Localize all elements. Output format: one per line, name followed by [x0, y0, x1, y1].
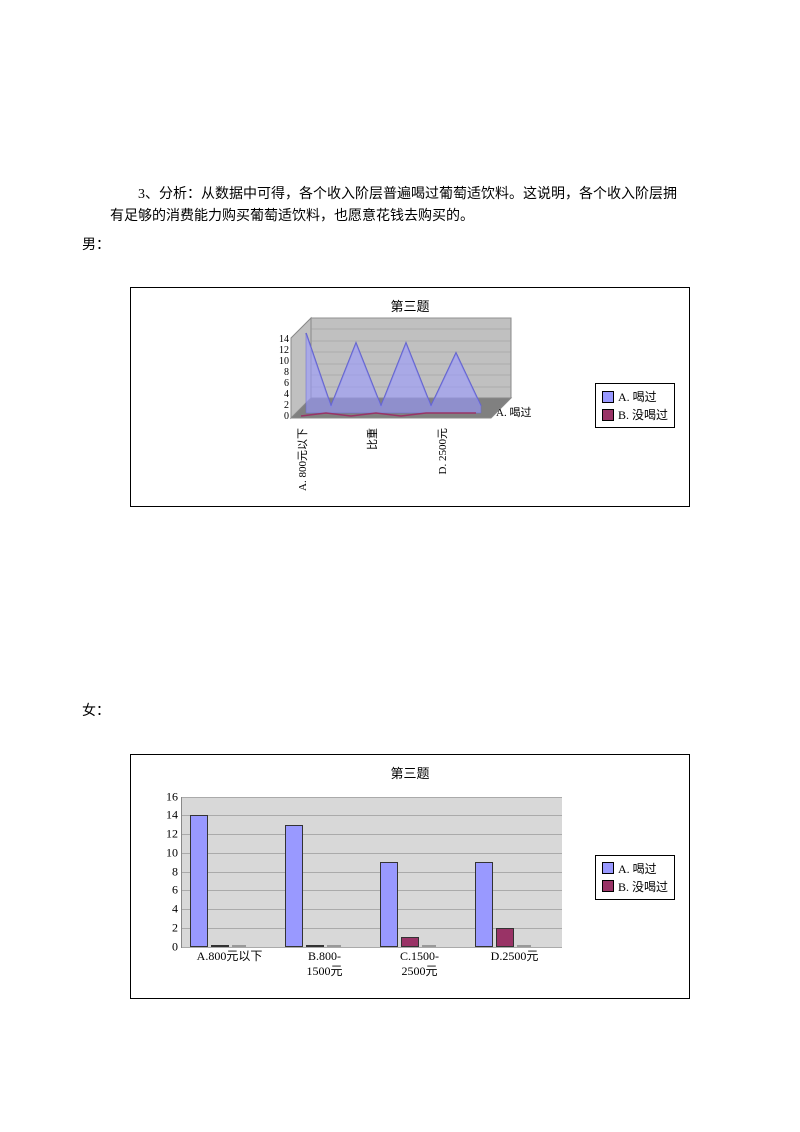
chart2-plot: 0246810121416A.800元以下B.800-1500元C.1500-2… — [181, 797, 562, 948]
svg-text:4: 4 — [284, 389, 289, 400]
swatch-b-icon — [602, 880, 614, 892]
y-tick-label: 16 — [166, 789, 182, 804]
svg-text:14: 14 — [279, 334, 289, 345]
legend-a-label: A. 喝过 — [618, 860, 657, 877]
chart1-title: 第三题 — [131, 288, 689, 315]
chart-male: 第三题 — [130, 287, 690, 507]
category-label: C.1500-2500元 — [372, 947, 467, 980]
female-label: 女： — [82, 701, 690, 723]
category-label: B.800-1500元 — [277, 947, 372, 980]
svg-text:2: 2 — [284, 400, 289, 411]
male-label: 男： — [82, 235, 690, 257]
chart2-legend: A. 喝过 B. 没喝过 — [595, 855, 675, 900]
chart-female: 第三题 0246810121416A.800元以下B.800-1500元C.15… — [130, 754, 690, 999]
legend-a-label: A. 喝过 — [618, 388, 657, 405]
y-tick-label: 2 — [172, 920, 182, 935]
svg-text:A. 喝过: A. 喝过 — [496, 406, 531, 419]
chart2-title: 第三题 — [131, 755, 689, 782]
chart1-plot: 14 12 10 8 6 4 2 0 A. 800元以下 比重 — [291, 318, 541, 448]
swatch-a-icon — [602, 391, 614, 403]
category-label: D.2500元 — [467, 947, 562, 965]
svg-text:8: 8 — [284, 367, 289, 378]
svg-text:12: 12 — [279, 345, 289, 356]
gridline — [182, 797, 562, 798]
gridline — [182, 872, 562, 873]
svg-text:6: 6 — [284, 378, 289, 389]
bar-series-b — [401, 937, 419, 946]
y-tick-label: 10 — [166, 845, 182, 860]
svg-text:A. 800元以下: A. 800元以下 — [297, 428, 309, 491]
bar-series-a — [475, 862, 493, 946]
svg-text:比重: 比重 — [365, 428, 379, 450]
y-tick-label: 14 — [166, 808, 182, 823]
bar-series-a — [190, 815, 208, 946]
svg-text:10: 10 — [279, 356, 289, 367]
gridline — [182, 853, 562, 854]
legend-b-label: B. 没喝过 — [618, 878, 668, 895]
gridline — [182, 815, 562, 816]
legend-b-label: B. 没喝过 — [618, 406, 668, 423]
y-tick-label: 8 — [172, 864, 182, 879]
category-label: A.800元以下 — [182, 947, 277, 965]
y-tick-label: 12 — [166, 827, 182, 842]
y-tick-label: 0 — [172, 939, 182, 954]
analysis-paragraph: 3、分析：从数据中可得，各个收入阶层普遍喝过葡萄适饮料。这说明，各个收入阶层拥有… — [110, 184, 690, 229]
svg-text:0: 0 — [284, 411, 289, 422]
y-tick-label: 4 — [172, 902, 182, 917]
swatch-b-icon — [602, 409, 614, 421]
bar-series-a — [380, 862, 398, 946]
gridline — [182, 890, 562, 891]
bar-series-b — [496, 928, 514, 947]
gridline — [182, 834, 562, 835]
chart1-legend: A. 喝过 B. 没喝过 — [595, 383, 675, 428]
y-tick-label: 6 — [172, 883, 182, 898]
bar-series-a — [285, 825, 303, 947]
svg-text:D. 2500元: D. 2500元 — [437, 428, 449, 474]
swatch-a-icon — [602, 862, 614, 874]
gridline — [182, 909, 562, 910]
